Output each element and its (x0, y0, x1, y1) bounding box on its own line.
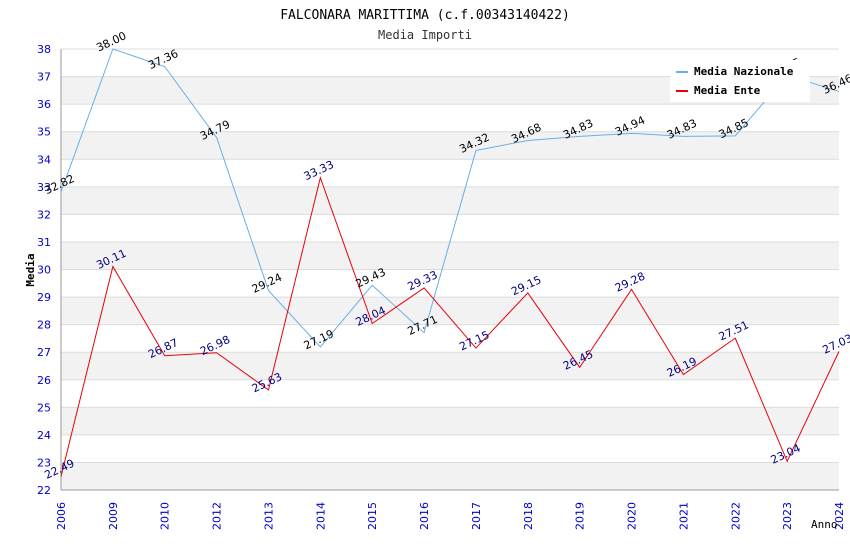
series-lines (60, 48, 840, 477)
y-tick-label: 28 (37, 319, 51, 332)
grid-band (61, 186, 839, 215)
x-tick-label: 2006 (55, 502, 68, 530)
axes (60, 49, 839, 491)
grid-band (61, 352, 839, 380)
y-tick-label: 34 (37, 153, 51, 166)
series-line-media-nazionale (60, 48, 840, 348)
data-label: 29.24 (250, 271, 284, 296)
chart-subtitle: Media Importi (378, 28, 472, 42)
y-tick-label: 26 (37, 374, 51, 387)
data-label: 38.00 (94, 29, 128, 54)
chart-title: FALCONARA MARITTIMA (c.f.00343140422) (280, 8, 570, 23)
data-label: 27.19 (302, 327, 336, 352)
data-label: 33.33 (302, 158, 336, 183)
data-label: 37.36 (146, 47, 180, 72)
y-tick-label: 25 (37, 401, 51, 414)
x-tick-label: 2012 (211, 502, 224, 530)
x-tick-label: 2020 (626, 502, 639, 530)
legend-label-media-nazionale: Media Nazionale (694, 65, 794, 78)
legend: Media Nazionale Media Ente (670, 60, 810, 102)
grid-band (61, 241, 839, 270)
x-tick-labels: 2006 2009 2010 2012 2013 2014 2015 2016 2017 2018… (55, 502, 846, 530)
y-tick-label: 29 (37, 291, 51, 304)
y-tick-label: 33 (37, 181, 51, 194)
x-tick-label: 2015 (366, 502, 379, 530)
grid-band (61, 297, 839, 325)
grid-band (61, 462, 839, 490)
y-tick-label: 38 (37, 43, 51, 56)
x-tick-label: 2013 (262, 502, 275, 530)
x-tick-label: 2014 (314, 502, 327, 530)
y-tick-label: 24 (37, 429, 51, 442)
legend-label-media-ente: Media Ente (694, 84, 761, 97)
y-tick-label: 30 (37, 264, 51, 277)
x-tick-label: 2023 (781, 502, 794, 530)
y-axis-label: Media (24, 253, 37, 286)
y-tick-label: 23 (37, 456, 51, 469)
x-tick-label: 2022 (729, 502, 742, 530)
series-line-media-ente (60, 175, 840, 477)
x-tick-label: 2017 (470, 502, 483, 530)
y-tick-label: 37 (37, 71, 51, 84)
x-tick-label: 2018 (522, 502, 535, 530)
x-tick-label: 2024 (833, 502, 846, 530)
y-tick-label: 27 (37, 346, 51, 359)
x-tick-label: 2016 (418, 502, 431, 530)
y-tick-labels: 22 23 24 25 26 27 28 29 30 31 32 33 34 35 36 37 38 (37, 43, 51, 497)
x-tick-label: 2010 (159, 502, 172, 530)
x-tick-label: 2021 (677, 502, 690, 530)
y-tick-label: 22 (37, 484, 51, 497)
grid-band (61, 407, 839, 435)
legend-background (670, 60, 810, 102)
y-tick-label: 35 (37, 126, 51, 139)
x-axis-label: Anno (811, 518, 838, 531)
y-tick-label: 36 (37, 98, 51, 111)
x-tick-label: 2019 (574, 502, 587, 530)
y-tick-label: 32 (37, 208, 51, 221)
grid-bands (61, 76, 839, 490)
y-tick-label: 31 (37, 236, 51, 249)
x-tick-label: 2009 (107, 502, 120, 530)
